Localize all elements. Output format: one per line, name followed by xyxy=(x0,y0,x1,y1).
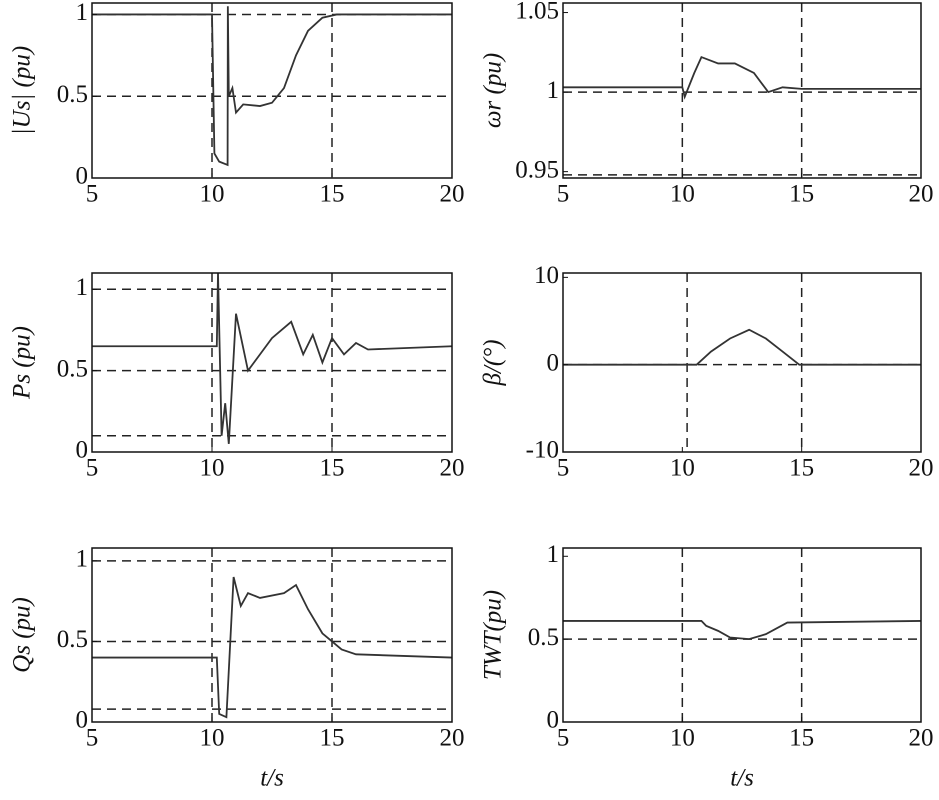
y-axis-label: |Us| (pu) xyxy=(9,46,36,135)
y-tick-label: 0 xyxy=(76,163,89,190)
x-tick-label: 15 xyxy=(320,181,345,208)
x-tick-label: 15 xyxy=(320,725,345,752)
y-tick-label: 1 xyxy=(76,546,89,573)
y-tick-label: 0.5 xyxy=(57,81,88,108)
x-tick-label: 5 xyxy=(86,181,99,208)
x-tick-label: 10 xyxy=(200,181,225,208)
x-tick-label: 20 xyxy=(440,725,465,752)
y-tick-label: 0 xyxy=(76,707,89,734)
y-tick-label: 10 xyxy=(534,262,559,289)
y-tick-label: 1 xyxy=(76,0,89,26)
data-line xyxy=(563,620,921,641)
x-tick-label: 10 xyxy=(670,725,695,752)
data-line xyxy=(92,576,452,719)
x-tick-label: 20 xyxy=(909,725,934,752)
data-line xyxy=(92,273,452,444)
y-tick-label: 0 xyxy=(547,349,560,376)
x-tick-label: 10 xyxy=(670,455,695,482)
y-axis-label: ωr (pu) xyxy=(480,53,507,128)
y-tick-label: 0.5 xyxy=(528,624,559,651)
x-axis-label: t/s xyxy=(730,765,754,792)
plot-frame xyxy=(562,547,922,723)
y-tick-label: -10 xyxy=(526,437,559,464)
x-tick-label: 15 xyxy=(320,455,345,482)
x-tick-label: 15 xyxy=(789,725,814,752)
x-tick-label: 10 xyxy=(670,181,695,208)
data-line xyxy=(563,328,921,366)
y-tick-label: 1 xyxy=(547,77,560,104)
data-line xyxy=(92,6,452,167)
y-tick-label: 1 xyxy=(76,274,89,301)
plot-frame xyxy=(562,272,922,453)
y-tick-label: 0.95 xyxy=(515,156,559,183)
data-line xyxy=(563,55,921,100)
plot-frame xyxy=(91,547,453,723)
x-tick-label: 20 xyxy=(909,455,934,482)
x-tick-label: 10 xyxy=(200,725,225,752)
y-tick-label: 0.5 xyxy=(57,355,88,382)
x-tick-label: 20 xyxy=(440,455,465,482)
plot-frame xyxy=(91,2,453,179)
y-tick-label: 1 xyxy=(547,541,560,568)
plot-frame xyxy=(562,2,922,179)
y-axis-label: TWT(pu) xyxy=(480,590,507,680)
plot-frame xyxy=(91,272,453,453)
x-tick-label: 15 xyxy=(789,455,814,482)
y-axis-label: Ps (pu) xyxy=(9,326,36,400)
x-axis-label: t/s xyxy=(260,765,284,792)
x-tick-label: 5 xyxy=(557,181,570,208)
y-tick-label: 0.5 xyxy=(57,626,88,653)
x-tick-label: 10 xyxy=(200,455,225,482)
x-tick-label: 15 xyxy=(789,181,814,208)
x-tick-label: 5 xyxy=(86,725,99,752)
x-tick-label: 20 xyxy=(909,181,934,208)
x-tick-label: 20 xyxy=(440,181,465,208)
x-tick-label: 5 xyxy=(557,455,570,482)
x-tick-label: 5 xyxy=(86,455,99,482)
y-tick-label: 0 xyxy=(547,707,560,734)
y-axis-label: Qs (pu) xyxy=(9,597,36,673)
y-axis-label: β/(°) xyxy=(480,339,507,386)
y-tick-label: 0 xyxy=(76,437,89,464)
x-tick-label: 5 xyxy=(557,725,570,752)
y-tick-label: 1.05 xyxy=(515,0,559,24)
